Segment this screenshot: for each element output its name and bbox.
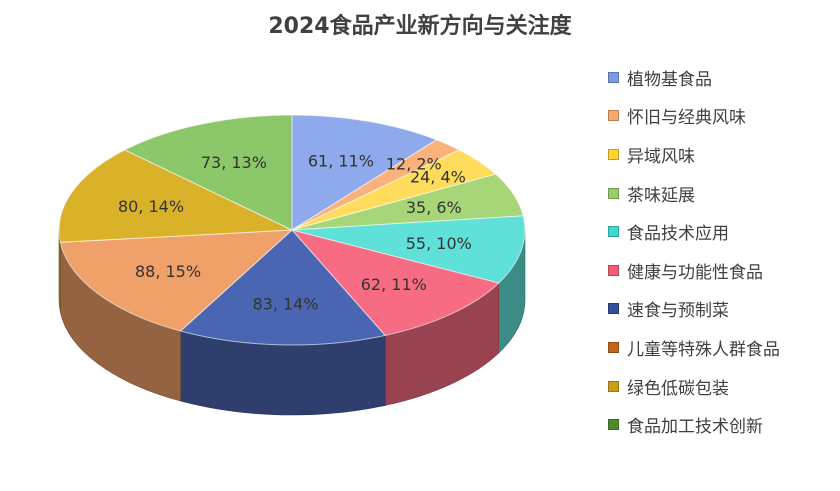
pie-sides: [58, 229, 526, 416]
legend-item: 儿童等特殊人群食品: [608, 328, 780, 367]
legend-item: 茶味延展: [608, 174, 780, 213]
legend-item: 怀旧与经典风味: [608, 97, 780, 136]
legend-item: 速食与预制菜: [608, 290, 780, 329]
legend-swatch: [608, 148, 619, 160]
data-label-2: 24, 4%: [410, 168, 466, 187]
data-label-6: 83, 14%: [252, 295, 318, 314]
pie-slices: [58, 114, 526, 346]
pie-slice-9: [123, 114, 293, 231]
legend-swatch: [608, 341, 619, 353]
legend-label: 植物基食品: [627, 69, 712, 90]
legend-item: 绿色低碳包装: [608, 367, 780, 406]
legend-item: 健康与功能性食品: [608, 251, 780, 290]
legend-label: 儿童等特殊人群食品: [627, 339, 780, 360]
legend-label: 异域风味: [627, 146, 695, 167]
data-label-8: 80, 14%: [118, 197, 184, 216]
pie-data-labels: 61, 11% 12, 2%24, 4% 35, 6% 55, 10% 62, 11% 8…: [118, 152, 472, 314]
chart-legend: 植物基食品怀旧与经典风味 异域风味茶味延展食品技术应用健康与功能性食品 速食与预制菜…: [608, 58, 780, 444]
pie-slice-6: [179, 229, 387, 346]
data-label-9: 73, 13%: [201, 153, 267, 172]
legend-label: 茶味延展: [627, 185, 695, 206]
data-label-4: 55, 10%: [406, 234, 472, 253]
data-label-5: 62, 11%: [361, 275, 427, 294]
legend-swatch: [608, 110, 619, 122]
legend-item: 食品技术应用: [608, 212, 780, 251]
legend-swatch: [608, 380, 619, 392]
data-label-1: 12, 2%: [386, 154, 442, 173]
legend-label: 速食与预制菜: [627, 301, 729, 322]
legend-swatch: [608, 187, 619, 199]
legend-swatch: [608, 419, 619, 431]
chart-title: 2024食品产业新方向与关注度: [268, 14, 572, 39]
legend-label: 食品技术应用: [627, 224, 729, 245]
data-label-3: 35, 6%: [406, 198, 462, 217]
pie-slice-5: [290, 229, 500, 336]
pie-slice-8: [58, 149, 293, 243]
legend-swatch: [608, 226, 619, 238]
legend-label: 健康与功能性食品: [627, 262, 763, 283]
legend-label: 食品加工技术创新: [627, 417, 763, 438]
legend-swatch: [608, 303, 619, 315]
legend-item: 异域风味: [608, 135, 780, 174]
legend-item: 植物基食品: [608, 58, 780, 97]
legend-label: 怀旧与经典风味: [627, 108, 746, 129]
data-label-0: 61, 11%: [308, 152, 374, 171]
legend-swatch: [608, 264, 619, 276]
data-label-7: 88, 15%: [135, 262, 201, 281]
pie-slice-4: [291, 215, 526, 284]
pie-slice-7: [59, 229, 294, 332]
pie-slice-0: [291, 114, 438, 231]
legend-label: 绿色低碳包装: [627, 378, 729, 399]
legend-item: 食品加工技术创新: [608, 405, 780, 444]
legend-swatch: [608, 71, 619, 83]
